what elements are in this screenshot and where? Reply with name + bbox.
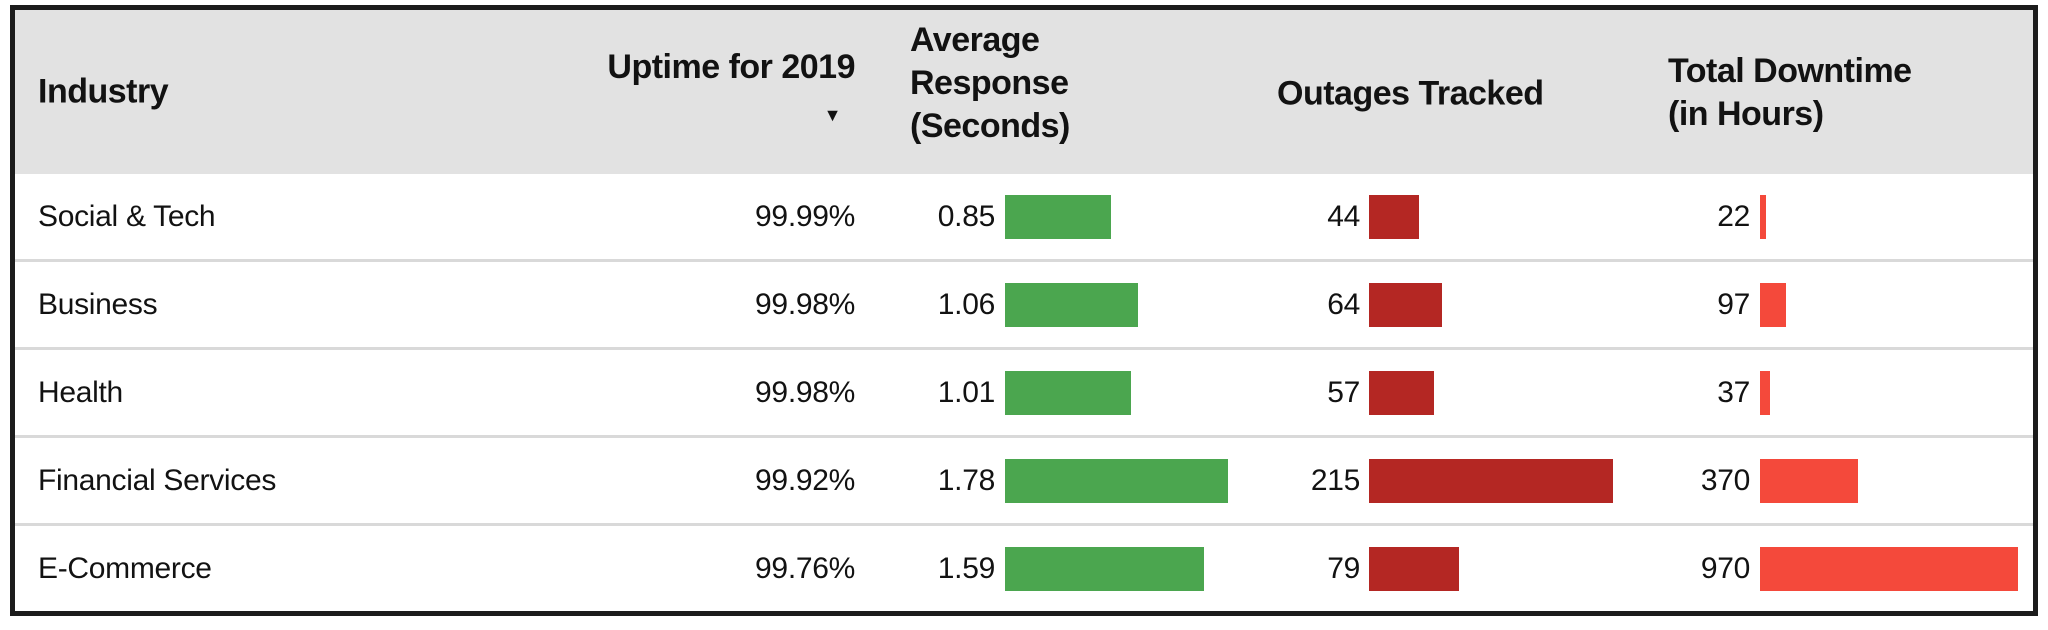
downtime-bar: [1760, 194, 1766, 239]
downtime-value: 37: [1717, 375, 1750, 409]
column-header-outages[interactable]: Outages Tracked: [1277, 74, 1544, 113]
avg-response-bar: [1005, 458, 1228, 503]
column-header-industry[interactable]: Industry: [38, 72, 169, 111]
outages-bar: [1369, 194, 1419, 239]
outages-value: 215: [1310, 463, 1360, 497]
avg-response-value: 1.01: [937, 375, 996, 409]
column-header-uptime-label: Uptime for 2019: [607, 48, 855, 86]
downtime-bar: [1760, 370, 1770, 415]
table-row-health: Health 99.98% 1.01 57 37: [15, 347, 2033, 435]
uptime-comparison-table: Industry Uptime for 2019 ▼ Average Respo…: [10, 5, 2038, 616]
outages-value: 44: [1327, 199, 1360, 233]
avg-response-bar: [1005, 194, 1111, 239]
table-row-social-tech: Social & Tech 99.99% 0.85 44 22: [15, 174, 2033, 259]
uptime-cell: 99.98%: [755, 375, 855, 409]
sort-desc-icon[interactable]: ▼: [823, 105, 842, 125]
uptime-cell: 99.92%: [755, 463, 855, 497]
outages-value: 79: [1327, 551, 1360, 585]
downtime-value: 370: [1700, 463, 1750, 497]
outages-value: 64: [1327, 287, 1360, 321]
downtime-value: 22: [1717, 199, 1750, 233]
avg-response-bar: [1005, 546, 1204, 591]
uptime-cell: 99.98%: [755, 287, 855, 321]
outages-bar: [1369, 370, 1434, 415]
downtime-bar: [1760, 546, 2018, 591]
downtime-value: 970: [1700, 551, 1750, 585]
outages-value: 57: [1327, 375, 1360, 409]
column-header-uptime[interactable]: Uptime for 2019 ▼: [465, 46, 855, 124]
table-body: Social & Tech 99.99% 0.85 44 22 Business…: [15, 174, 2033, 611]
outages-bar: [1369, 546, 1459, 591]
avg-response-value: 1.59: [937, 551, 996, 585]
outages-bar: [1369, 458, 1613, 503]
downtime-bar: [1760, 458, 1858, 503]
uptime-cell: 99.99%: [755, 199, 855, 233]
industry-cell: Health: [38, 375, 123, 409]
avg-response-bar: [1005, 282, 1138, 327]
column-header-avg-response[interactable]: Average Response (Seconds): [910, 21, 1070, 145]
industry-cell: Financial Services: [38, 463, 277, 497]
downtime-value: 97: [1717, 287, 1750, 321]
table-row-financial-services: Financial Services 99.92% 1.78 215 370: [15, 435, 2033, 523]
table-row-ecommerce: E-Commerce 99.76% 1.59 79 970: [15, 523, 2033, 611]
industry-cell: Business: [38, 287, 158, 321]
avg-response-value: 0.85: [937, 199, 996, 233]
downtime-bar: [1760, 282, 1786, 327]
table-row-business: Business 99.98% 1.06 64 97: [15, 259, 2033, 347]
industry-cell: E-Commerce: [38, 551, 212, 585]
avg-response-bar: [1005, 370, 1131, 415]
industry-cell: Social & Tech: [38, 199, 216, 233]
avg-response-value: 1.78: [937, 463, 996, 497]
avg-response-value: 1.06: [937, 287, 996, 321]
column-header-downtime[interactable]: Total Downtime (in Hours): [1668, 52, 1912, 133]
uptime-cell: 99.76%: [755, 551, 855, 585]
table-header: Industry Uptime for 2019 ▼ Average Respo…: [15, 10, 2033, 174]
outages-bar: [1369, 282, 1442, 327]
